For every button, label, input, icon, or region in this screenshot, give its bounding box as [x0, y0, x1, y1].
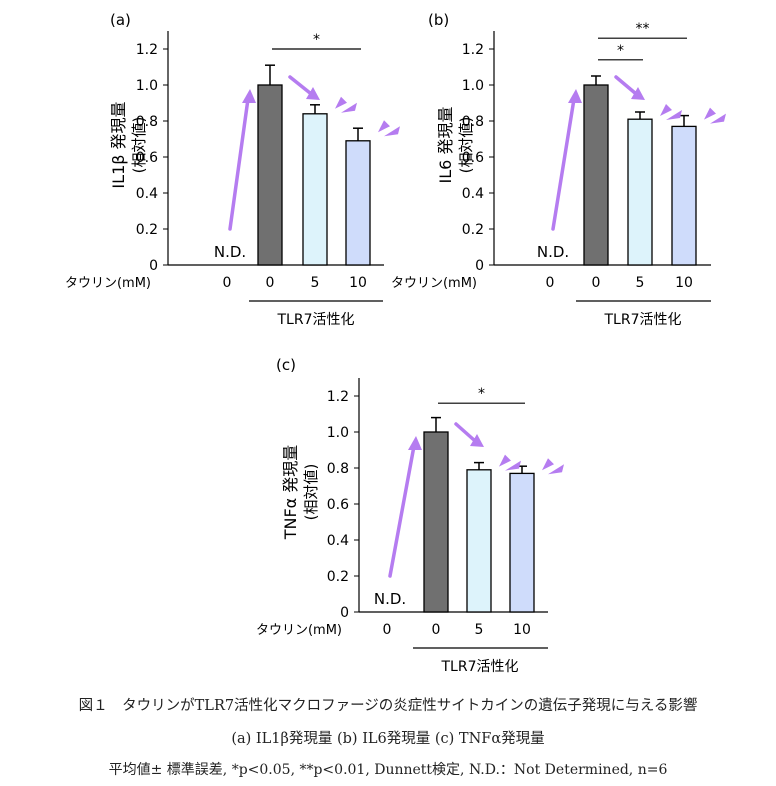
- bar-label: N.D.: [374, 590, 406, 608]
- y-axis-sublabel: (相対値): [457, 117, 475, 174]
- y-tick-label: 0.6: [327, 497, 349, 513]
- bar: [509, 472, 535, 613]
- panel-label: (b): [428, 11, 449, 29]
- bar: [627, 118, 653, 266]
- y-tick-label: 0: [149, 258, 158, 274]
- figure-note: 平均値± 標準誤差, *p<0.05, **p<0.01, Dunnett検定,…: [108, 762, 668, 778]
- y-tick-label: 0.8: [462, 114, 484, 130]
- chart-panel-2: (b) 0 0.2 0.4 0.6 0.8 1.0 1.2 IL6 発現量 (相対値) N.D. 0 0…: [391, 11, 726, 328]
- increase-arrow-head-icon: [568, 89, 582, 103]
- bar: [257, 84, 283, 266]
- x-tick-label: 5: [311, 275, 320, 291]
- decrease-chevron-icon: [505, 460, 521, 471]
- decrease-chevron-icon: [660, 104, 672, 116]
- y-tick-label: 0.2: [136, 222, 158, 238]
- panel-label: (c): [276, 356, 296, 374]
- x-tick-label: 0: [223, 275, 232, 291]
- y-axis-title: TNFα 発現量 (相対値): [281, 445, 320, 541]
- y-tick-label: 0.8: [136, 114, 158, 130]
- bar-label: N.D.: [214, 243, 246, 261]
- x-tick-label: 10: [349, 275, 367, 291]
- bar: [583, 84, 609, 266]
- y-tick-label: 0: [475, 258, 484, 274]
- decrease-arrow-icon: [454, 422, 476, 442]
- significance-marker: *: [478, 386, 485, 402]
- significance-marker: *: [313, 32, 320, 48]
- y-tick-label: 1.2: [136, 42, 158, 58]
- x-tick-label: 0: [546, 275, 555, 291]
- panel-label: (a): [110, 11, 131, 29]
- x-tick-label: 0: [592, 275, 601, 291]
- y-tick-label: 0.2: [327, 569, 349, 585]
- decrease-arrow-head-icon: [470, 434, 484, 447]
- y-axis-label: IL1β 発現量: [109, 101, 128, 188]
- decrease-arrow-head-icon: [306, 87, 320, 100]
- decrease-chevron-icon: [335, 96, 347, 109]
- y-axis-sublabel: (相対値): [302, 464, 320, 521]
- y-axis-label: IL6 発現量: [436, 107, 455, 184]
- y-axis-title: IL6 発現量 (相対値): [436, 107, 475, 184]
- increase-arrow-icon: [228, 97, 250, 231]
- group-label: TLR7活性化: [604, 312, 682, 328]
- decrease-arrow-head-icon: [631, 87, 645, 100]
- bar-label: N.D.: [537, 243, 569, 261]
- x-axis-label: タウリン(mM): [65, 276, 151, 291]
- group-label: TLR7活性化: [441, 659, 519, 675]
- figure-caption: 図１ タウリンがTLR7活性化マクロファージの炎症性サイトカインの遺伝子発現に与…: [78, 698, 698, 714]
- bar: [423, 431, 449, 613]
- chart-panel-1: (a) 0 0.2 0.4 0.6 0.8 1.0 1.2 IL1β 発現量 (相対値) N.D. 0…: [65, 11, 400, 328]
- decrease-chevron-icon: [710, 113, 726, 124]
- y-tick-label: 0.2: [462, 222, 484, 238]
- y-tick-label: 0.4: [327, 533, 349, 549]
- x-tick-label: 10: [675, 275, 693, 291]
- increase-arrow-icon: [388, 444, 416, 578]
- decrease-chevron-icon: [499, 454, 511, 467]
- y-axis-sublabel: (相対値): [130, 117, 148, 174]
- y-tick-label: 0.4: [136, 186, 158, 202]
- decrease-chevron-icon: [378, 120, 390, 133]
- y-axis-label: TNFα 発現量: [281, 445, 300, 541]
- decrease-chevron-icon: [542, 458, 554, 471]
- x-tick-label: 5: [636, 275, 645, 291]
- figure-sub-caption: (a) IL1β発現量 (b) IL6発現量 (c) TNFα発現量: [231, 731, 545, 747]
- y-tick-label: 1.0: [462, 78, 484, 94]
- decrease-chevron-icon: [704, 107, 716, 120]
- y-tick-label: 0.8: [327, 461, 349, 477]
- decrease-chevron-icon: [384, 126, 400, 137]
- decrease-chevron-icon: [666, 110, 682, 120]
- y-tick-label: 0.6: [136, 150, 158, 166]
- bar: [345, 140, 371, 266]
- x-axis-label: タウリン(mM): [256, 623, 342, 638]
- y-tick-label: 0.4: [462, 186, 484, 202]
- bar: [466, 469, 492, 613]
- decrease-chevron-icon: [548, 464, 564, 475]
- x-tick-label: 0: [266, 275, 275, 291]
- significance-marker: *: [617, 43, 624, 59]
- y-axis-title: IL1β 発現量 (相対値): [109, 101, 148, 188]
- decrease-arrow-icon: [614, 75, 637, 95]
- x-tick-label: 0: [432, 622, 441, 638]
- decrease-arrow-icon: [288, 75, 312, 95]
- increase-arrow-icon: [551, 97, 576, 231]
- x-tick-label: 10: [513, 622, 531, 638]
- y-tick-label: 1.2: [462, 42, 484, 58]
- y-tick-label: 1.0: [136, 78, 158, 94]
- x-axis-label: タウリン(mM): [391, 276, 477, 291]
- x-tick-label: 0: [383, 622, 392, 638]
- y-tick-label: 1.0: [327, 425, 349, 441]
- x-tick-label: 5: [475, 622, 484, 638]
- chart-panel-3: (c) 0 0.2 0.4 0.6 0.8 1.0 1.2 TNFα 発現量 (相対値) N.D. 0…: [256, 356, 564, 675]
- significance-marker: **: [636, 21, 650, 37]
- decrease-chevron-icon: [341, 102, 357, 113]
- y-tick-label: 1.2: [327, 389, 349, 405]
- increase-arrow-head-icon: [242, 89, 256, 103]
- y-tick-label: 0.6: [462, 150, 484, 166]
- bar: [671, 125, 697, 266]
- group-label: TLR7活性化: [277, 312, 355, 328]
- increase-arrow-head-icon: [408, 436, 422, 450]
- bar: [302, 113, 328, 266]
- y-tick-label: 0: [340, 605, 349, 621]
